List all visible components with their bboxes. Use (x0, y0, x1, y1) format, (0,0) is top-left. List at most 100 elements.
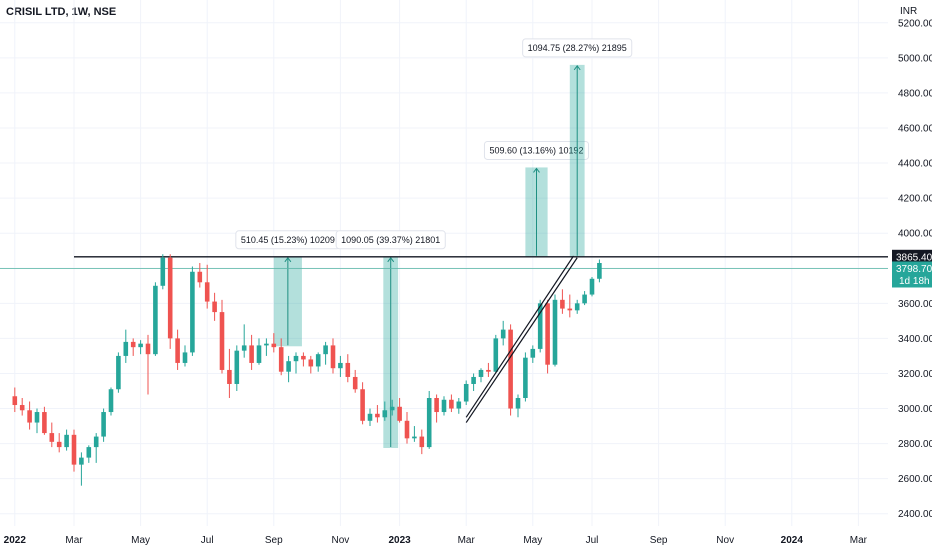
candle-body (508, 329, 513, 409)
measure-label: 1094.75 (28.27%) 21895 (528, 43, 627, 53)
candle-body (345, 362, 351, 377)
candle-body (175, 338, 180, 363)
candle-body (367, 413, 373, 421)
candle-body (145, 343, 151, 355)
candle-body (204, 282, 210, 302)
candle-body (71, 434, 77, 465)
measure-label-box (483, 140, 590, 160)
time-tick-label: 2024 (781, 535, 804, 546)
candle-body (34, 412, 40, 423)
candle-body (241, 345, 247, 351)
candle-body (530, 348, 536, 358)
candle-body (116, 355, 121, 390)
time-tick-label: Mar (65, 535, 83, 546)
candle-body (197, 271, 203, 283)
candle-body (537, 303, 543, 349)
price-tick-label: 3400.00 (898, 334, 932, 345)
candle-body (574, 303, 580, 311)
price-tick-label: 2800.00 (898, 439, 932, 450)
candle-body (382, 410, 388, 418)
candle-body (389, 406, 395, 411)
candle-body (500, 329, 506, 339)
time-tick-label: Mar (850, 535, 868, 546)
candles (12, 254, 602, 486)
resistance-price-tag (892, 249, 932, 264)
measure-label: 510.45 (15.23%) 10209 (241, 235, 335, 245)
price-tick-label: 2600.00 (898, 474, 932, 485)
candle-body (426, 398, 432, 448)
time-tick-label: May (131, 535, 150, 546)
time-tick-label: Jul (586, 535, 599, 546)
measure-label: 1090.05 (39.37%) 21801 (341, 235, 440, 245)
measure-label: 509.60 (13.16%) 10192 (489, 145, 583, 155)
candle-body (523, 357, 528, 399)
candle-body (352, 376, 358, 390)
candle-body (471, 376, 476, 384)
time-tick-label: May (523, 535, 542, 546)
time-tick-label: Nov (716, 535, 734, 546)
candle-body (286, 361, 291, 372)
time-axis-bg (0, 526, 932, 550)
candle-body (153, 285, 158, 355)
candle-body (301, 355, 306, 360)
price-axis: INR 2400.00 2600.00 2800.00 3000.00 3200.00 34… (888, 0, 932, 550)
candle-body (419, 436, 425, 448)
time-tick-label: Nov (332, 535, 350, 546)
candle-body (219, 312, 225, 370)
countdown-label: 1d 18h (899, 276, 930, 287)
candle-body (515, 398, 521, 409)
candle-body (264, 343, 269, 346)
candle-body (463, 383, 469, 402)
candle-body (19, 405, 25, 411)
candle-body (12, 396, 18, 406)
price-tick-label: 4800.00 (898, 88, 932, 99)
candle-body (567, 308, 573, 311)
candle-body (93, 436, 99, 448)
grid (0, 0, 888, 526)
candle-body (138, 343, 143, 348)
candle-body (212, 301, 217, 313)
candle-body (256, 345, 262, 363)
price-tick-label: 3000.00 (898, 404, 932, 415)
time-tick-label: Jul (201, 535, 214, 546)
candle-body (552, 299, 558, 365)
candle-body (42, 412, 47, 434)
resistance-price-label: 3865.40 (896, 252, 932, 263)
trendlines (465, 255, 578, 423)
currency-label: INR (900, 6, 917, 17)
candle-body (86, 447, 92, 458)
time-tick-label: Sep (650, 535, 668, 546)
price-tick-label: 4400.00 (898, 159, 932, 170)
candle-body (56, 441, 62, 448)
candle-body (493, 338, 499, 372)
candle-body (597, 263, 602, 279)
price-tick-label: 3200.00 (898, 369, 932, 380)
candle-body (123, 341, 129, 356)
candle-body (589, 278, 595, 295)
time-tick-label: Sep (265, 535, 283, 546)
candle-body (456, 401, 462, 409)
current-price-label: 3798.70 (896, 264, 932, 275)
candle-body (330, 345, 336, 369)
candle-body (249, 345, 254, 363)
candle-body (434, 398, 439, 413)
price-tick-label: 5200.00 (898, 18, 932, 29)
candle-body (190, 271, 195, 353)
candle-body (308, 359, 314, 367)
candle-body (486, 369, 491, 372)
candle-body (412, 436, 417, 439)
trendline (465, 255, 574, 418)
candle-body (271, 343, 277, 348)
measure-label-box (522, 38, 633, 58)
candle-body (278, 347, 284, 372)
price-tick-label: 3600.00 (898, 299, 932, 310)
candle-body (160, 257, 166, 286)
measure-label-box (335, 230, 446, 250)
candle-body (64, 434, 69, 448)
candle-body (227, 369, 232, 384)
candle-body (441, 399, 447, 413)
measure-arrowhead (573, 65, 581, 71)
time-tick-label: 2022 (4, 535, 27, 546)
candle-body (293, 355, 299, 362)
